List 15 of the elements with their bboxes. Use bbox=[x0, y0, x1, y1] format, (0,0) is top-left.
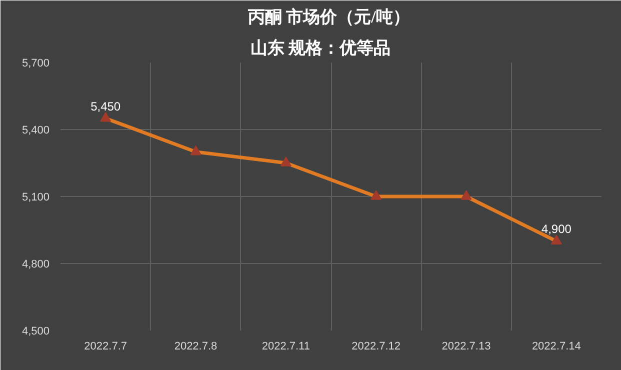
x-tick-label: 2022.7.13 bbox=[442, 340, 491, 352]
chart-subtitle: 山东 规格：优等品 bbox=[250, 38, 390, 58]
data-label: 5,450 bbox=[90, 99, 121, 114]
x-tick-label: 2022.7.7 bbox=[84, 340, 127, 352]
y-tick-label: 5,700 bbox=[22, 58, 50, 70]
y-tick-label: 5,100 bbox=[22, 192, 50, 204]
x-tick-label: 2022.7.14 bbox=[532, 340, 581, 352]
x-tick-label: 2022.7.12 bbox=[352, 340, 401, 352]
chart-title: 丙酮 市场价（元/吨） bbox=[246, 8, 410, 26]
y-tick-label: 5,400 bbox=[22, 124, 50, 136]
y-tick-label: 4,800 bbox=[22, 258, 50, 270]
x-tick-label: 2022.7.11 bbox=[262, 340, 310, 352]
x-tick-label: 2022.7.8 bbox=[174, 340, 218, 352]
y-tick-label: 4,500 bbox=[22, 326, 50, 338]
data-label: 4,900 bbox=[541, 222, 572, 236]
